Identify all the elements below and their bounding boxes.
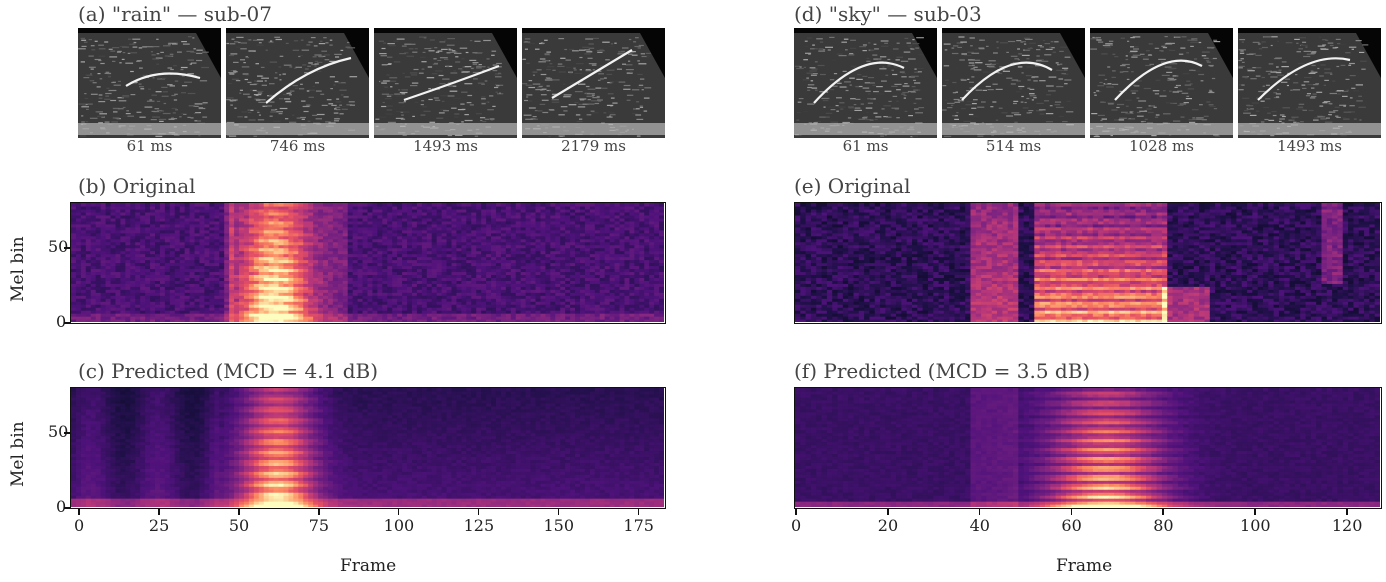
left-xtick-mark-175 <box>637 509 640 515</box>
right-xtick-mark-60 <box>1070 509 1073 515</box>
tongue-contour-d2 <box>942 33 1085 138</box>
spectrogram-b-original <box>70 202 666 324</box>
tongue-contour-d4 <box>1238 33 1381 138</box>
left-xtick-mark-150 <box>557 509 560 515</box>
tongue-contour-d1 <box>794 33 937 138</box>
left-xtick-0: 0 <box>74 516 84 535</box>
heatmap-b <box>71 203 664 322</box>
ultrasound-frame-d2 <box>942 28 1085 138</box>
tongue-contour-a2 <box>226 33 369 138</box>
right-xtick-40: 40 <box>970 516 990 535</box>
right-xtick-mark-40 <box>978 509 981 515</box>
tongue-contour-a3 <box>374 33 517 138</box>
left-xtick-mark-50 <box>238 509 240 515</box>
ylabel-c: Mel bin <box>8 407 28 487</box>
frame-time-a2: 746 ms <box>226 137 369 155</box>
spectrogram-e-original <box>794 202 1382 324</box>
heatmap-c <box>71 388 664 507</box>
ultrasound-frame-a3 <box>374 28 517 138</box>
left-xtick-50: 50 <box>229 516 249 535</box>
left-xtick-175: 175 <box>623 516 654 535</box>
ultrasound-frame-d1 <box>794 28 937 138</box>
ytick-c-50: 50 <box>48 422 68 441</box>
left-xtick-mark-0 <box>78 509 80 515</box>
ytick-b-0: 0 <box>56 312 66 331</box>
ytick-mark-c-0 <box>64 507 70 509</box>
frame-time-a4: 2179 ms <box>522 137 665 155</box>
tongue-contour-a1 <box>78 33 221 138</box>
ultrasound-frame-a1 <box>78 28 221 138</box>
right-xtick-20: 20 <box>878 516 898 535</box>
frame-time-d1: 61 ms <box>794 137 937 155</box>
right-xtick-120: 120 <box>1332 516 1363 535</box>
ultrasound-frame-d4 <box>1238 28 1381 138</box>
frame-time-a3: 1493 ms <box>374 137 517 155</box>
left-xtick-75: 75 <box>309 516 329 535</box>
ultrasound-frame-a2 <box>226 28 369 138</box>
right-xtick-mark-80 <box>1162 509 1164 515</box>
right-xtick-100: 100 <box>1240 516 1271 535</box>
frame-time-d4: 1493 ms <box>1238 137 1381 155</box>
ultrasound-frame-d3 <box>1090 28 1233 138</box>
right-xtick-60: 60 <box>1061 516 1081 535</box>
left-xtick-25: 25 <box>149 516 169 535</box>
panel-a-title: (a) "rain" — sub-07 <box>78 2 272 26</box>
frame-time-d3: 1028 ms <box>1090 137 1233 155</box>
panel-f-title: (f) Predicted (MCD = 3.5 dB) <box>794 359 1090 383</box>
right-xtick-mark-20 <box>887 509 889 515</box>
left-xtick-mark-75 <box>318 509 320 515</box>
ytick-mark-b-0 <box>64 322 70 324</box>
right-xtick-mark-0 <box>795 509 797 515</box>
left-xtick-mark-25 <box>158 509 160 515</box>
right-xtick-mark-100 <box>1254 509 1256 515</box>
xlabel-left: Frame <box>340 556 396 576</box>
ytick-b-50: 50 <box>48 237 68 256</box>
right-xtick-0: 0 <box>791 516 801 535</box>
panel-b-title: (b) Original <box>78 174 196 198</box>
ytick-c-0: 0 <box>56 497 66 516</box>
ytick-mark-c-50 <box>64 432 70 434</box>
tongue-contour-d3 <box>1090 33 1233 138</box>
panel-e-title: (e) Original <box>794 174 911 198</box>
left-xtick-150: 150 <box>544 516 575 535</box>
heatmap-e <box>795 203 1380 322</box>
heatmap-f <box>795 388 1380 507</box>
tongue-contour-a4 <box>522 33 665 138</box>
spectrogram-c-predicted <box>70 387 666 509</box>
right-xtick-mark-120 <box>1346 509 1348 515</box>
left-xtick-mark-125 <box>477 509 480 515</box>
ylabel-b: Mel bin <box>8 222 28 302</box>
left-xtick-125: 125 <box>464 516 495 535</box>
left-xtick-mark-100 <box>397 509 400 515</box>
right-xtick-80: 80 <box>1153 516 1173 535</box>
frame-time-a1: 61 ms <box>78 137 221 155</box>
panel-d-title: (d) "sky" — sub-03 <box>794 2 982 26</box>
panel-c-title: (c) Predicted (MCD = 4.1 dB) <box>78 359 378 383</box>
left-xtick-100: 100 <box>384 516 415 535</box>
ytick-mark-b-50 <box>64 247 70 249</box>
spectrogram-f-predicted <box>794 387 1382 509</box>
frame-time-d2: 514 ms <box>942 137 1085 155</box>
xlabel-right: Frame <box>1056 556 1112 576</box>
ultrasound-frame-a4 <box>522 28 665 138</box>
